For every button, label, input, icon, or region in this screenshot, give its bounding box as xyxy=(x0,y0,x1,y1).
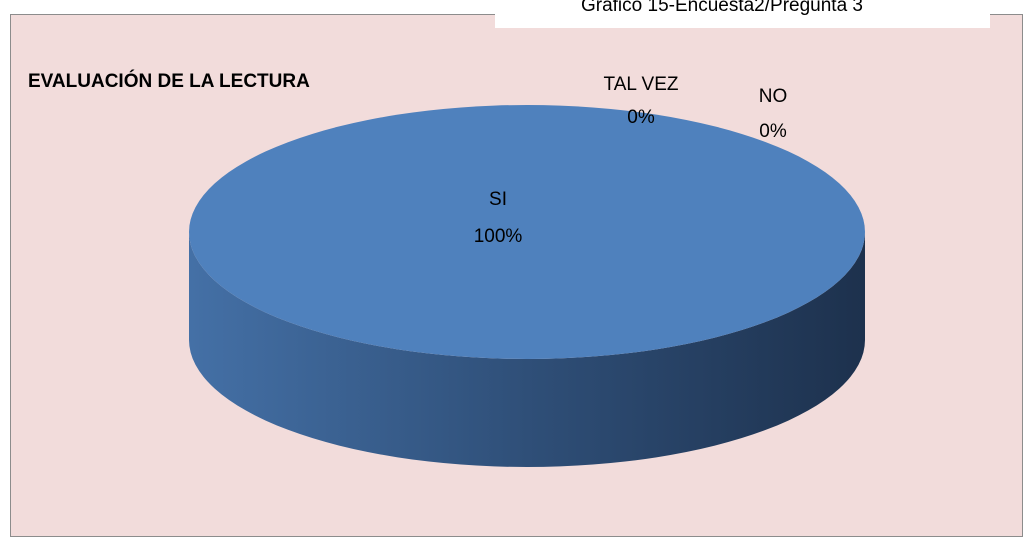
caption: Gráfico 15-Encuesta2/Pregunta 3 xyxy=(581,0,863,16)
caption-box xyxy=(495,0,990,28)
slice-value-label: 0% xyxy=(759,121,787,142)
slice-label: SI xyxy=(489,189,507,210)
slice-label: NO xyxy=(759,86,788,107)
slice-value-label: 0% xyxy=(627,107,655,128)
slice-label: TAL VEZ xyxy=(604,74,679,95)
chart-title: EVALUACIÓN DE LA LECTURA xyxy=(28,70,310,92)
pie-side xyxy=(189,232,865,467)
slice-value-label: 100% xyxy=(474,226,523,247)
pie-slice xyxy=(189,105,865,359)
